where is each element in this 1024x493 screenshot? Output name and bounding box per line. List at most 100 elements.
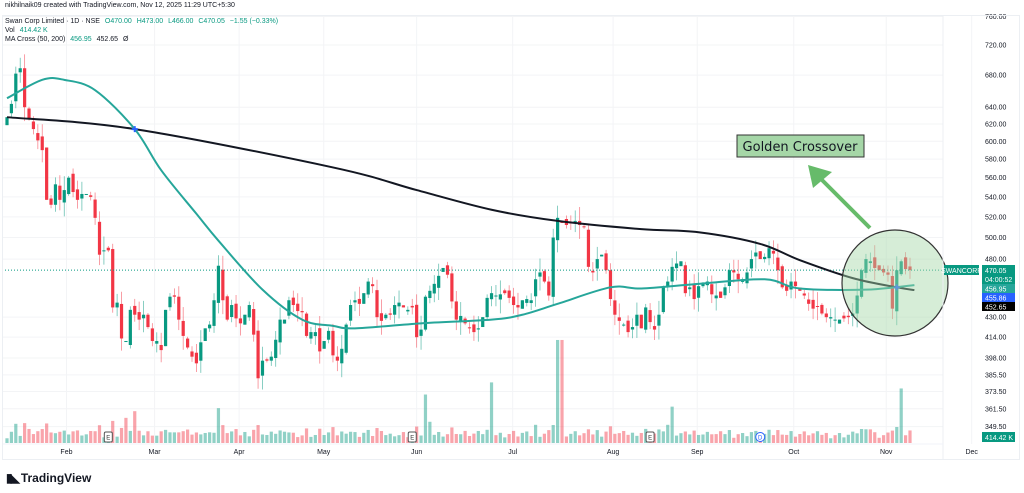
candle-body [533, 279, 538, 297]
ma50-line [6, 77, 915, 330]
volume-bar [45, 423, 49, 443]
volume-bar [560, 339, 564, 443]
candle-body [556, 217, 560, 241]
volume-bar [137, 430, 141, 443]
volume-bar [128, 430, 132, 443]
volume-bar [732, 437, 736, 443]
candle-body [723, 287, 727, 296]
volume-bar [613, 433, 617, 443]
ma-fast-value: 456.95 [70, 36, 92, 43]
price-tick-label: 349.50 [985, 424, 1007, 431]
candle-body [278, 319, 282, 343]
annotation-arrow[interactable] [808, 165, 872, 230]
tradingview-logo[interactable]: ▮◣ TradingView [6, 471, 91, 485]
time-tick-label: Sep [691, 449, 704, 456]
volume-bar [842, 437, 846, 443]
volume-bar [820, 434, 824, 443]
volume-bar [688, 434, 692, 443]
volume-bar [670, 406, 674, 443]
ma-cross-legend[interactable]: MA Cross (50, 200) 456.95 452.65 Ø [5, 36, 131, 43]
price-tick-label: 480.00 [985, 257, 1007, 264]
volume-bar [511, 430, 516, 443]
candle-body [542, 271, 546, 282]
golden-crossover-callout[interactable]: Golden Crossover [736, 134, 865, 158]
candle-body [331, 330, 335, 356]
volume-bar [547, 430, 551, 443]
volume-bar [36, 431, 40, 443]
candle-body [282, 319, 287, 324]
volume-bar [635, 435, 639, 443]
candle-body [212, 300, 216, 326]
candle-body [67, 177, 71, 195]
volume-bar [216, 408, 221, 443]
volume-bar [450, 427, 454, 443]
candle-body [586, 229, 591, 267]
symbol-name[interactable]: Swan Corp Limited · 1D · NSE [5, 18, 100, 25]
candle-body [9, 103, 14, 114]
time-tick-label: Jun [411, 449, 422, 456]
volume-bar [503, 437, 507, 443]
candle-body [53, 184, 58, 205]
volume-bar [331, 427, 335, 443]
volume-bar [507, 434, 511, 443]
volume-bar [423, 394, 428, 443]
candle-body [881, 268, 886, 273]
volume-bar [238, 435, 243, 443]
price-axis[interactable]: 760.00 720.00 680.00 640.00 620.00 600.00 580.… [985, 14, 1007, 431]
volume-bar [718, 431, 723, 443]
volume-bar [84, 434, 88, 443]
candle-body [45, 147, 49, 200]
volume-bar [578, 435, 582, 443]
volume-bar [890, 430, 894, 443]
volume-bar [701, 434, 705, 443]
volume-bar [485, 429, 489, 443]
candle-body [393, 305, 397, 315]
candle-body [133, 305, 137, 315]
ma-slow-value: 452.65 [96, 36, 119, 43]
golden-cross-highlight-circle[interactable] [841, 229, 949, 337]
volume-legend-label: Vol [5, 27, 15, 34]
volume-bar [260, 434, 265, 443]
candle-body [829, 317, 833, 319]
candle-body [225, 296, 229, 320]
candle-body [401, 305, 406, 308]
volume-bar [674, 435, 679, 443]
volume-bar [265, 434, 269, 443]
volume-bar [124, 417, 128, 443]
time-tick-label: May [317, 449, 331, 456]
symbol-legend[interactable]: Swan Corp Limited · 1D · NSE O470.00 H47… [5, 18, 281, 25]
candle-body [18, 68, 22, 73]
candle-body [613, 300, 617, 315]
price-tick-label: 760.00 [985, 14, 1007, 21]
candle-body [348, 305, 353, 321]
time-axis[interactable]: Feb Mar Apr May Jun Jul Aug Sep Oct Nov Dec [60, 449, 978, 456]
volume-bar [62, 430, 66, 443]
candle-body [736, 273, 740, 280]
volume-bar [683, 431, 687, 443]
open-value: O470.00 [104, 18, 132, 25]
candle-body [371, 284, 375, 287]
volume-bar [533, 424, 538, 443]
volume-bar [639, 432, 643, 443]
volume-label: 414.42 K [985, 435, 1013, 442]
candle-body [666, 281, 670, 287]
volume-bar [340, 431, 344, 443]
volume-bar [476, 430, 480, 443]
volume-bar [859, 429, 864, 443]
candle-body [80, 193, 84, 199]
volume-legend[interactable]: Vol 414.42 K [5, 27, 51, 34]
price-tick-label: 520.00 [985, 214, 1007, 221]
time-tick-label: Aug [607, 449, 620, 456]
volume-bar [256, 425, 260, 443]
candle-body [216, 265, 221, 303]
volume-bar [291, 432, 295, 443]
volume-bar [542, 433, 546, 443]
candle-body [701, 283, 705, 287]
candle-body [437, 275, 441, 288]
candle-body [353, 300, 357, 303]
volume-legend-value: 414.42 K [19, 27, 48, 34]
volume-bar [529, 436, 533, 443]
volume-bar [393, 436, 397, 443]
volume-bar [111, 420, 115, 443]
